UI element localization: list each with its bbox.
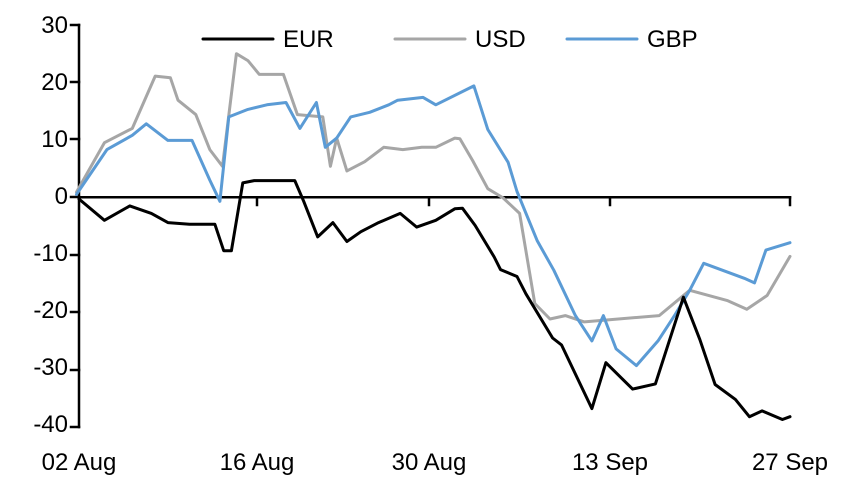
svg-text:-10: -10: [33, 240, 68, 267]
svg-text:02 Aug: 02 Aug: [42, 449, 117, 476]
svg-text:27 Sep: 27 Sep: [752, 449, 828, 476]
svg-text:USD: USD: [475, 26, 526, 53]
svg-text:-40: -40: [33, 411, 68, 438]
svg-text:-30: -30: [33, 354, 68, 381]
svg-text:30 Aug: 30 Aug: [392, 449, 467, 476]
svg-text:10: 10: [41, 126, 68, 153]
svg-text:EUR: EUR: [283, 26, 334, 53]
svg-text:20: 20: [41, 69, 68, 96]
svg-text:0: 0: [55, 183, 68, 210]
svg-text:-20: -20: [33, 297, 68, 324]
svg-text:30: 30: [41, 12, 68, 39]
svg-text:16 Aug: 16 Aug: [220, 449, 295, 476]
svg-text:GBP: GBP: [647, 26, 698, 53]
svg-text:13 Sep: 13 Sep: [572, 449, 648, 476]
